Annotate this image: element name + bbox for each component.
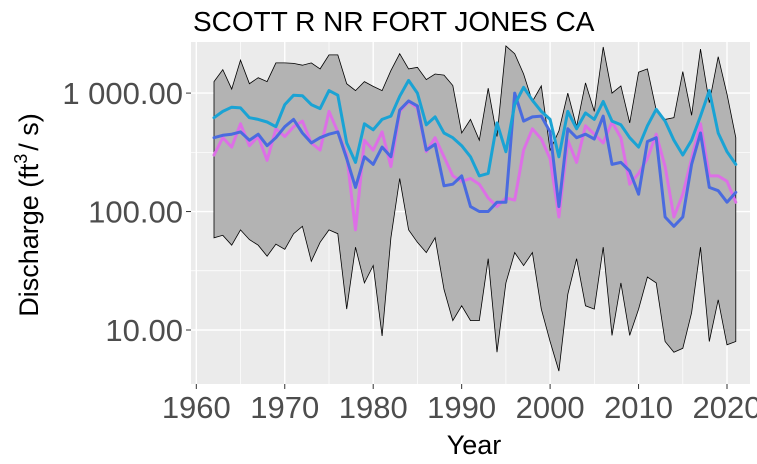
y-tick-label: 10.00 (105, 313, 183, 348)
y-axis-title-unit: / s) (14, 113, 44, 151)
y-tick-label: 1 000.00 (62, 76, 183, 111)
x-tick-label: 1960 (162, 390, 231, 425)
series-line-series_median (212, 91, 738, 228)
x-tick-label: 2010 (604, 390, 673, 425)
x-axis-title: Year (447, 430, 502, 460)
y-axis: 10.00 100.00 1 000.00 (62, 76, 191, 348)
series-line-series_mean (212, 78, 738, 178)
x-axis: 1960 1970 1980 1990 2000 2010 2020 (162, 384, 757, 425)
y-axis-title: Discharge (ft3 / s) (11, 113, 44, 317)
y-axis-title-superscript: 3 (11, 154, 31, 164)
x-tick-label: 1970 (250, 390, 319, 425)
series-line-series_other (212, 100, 738, 232)
chart-title: SCOTT R NR FORT JONES CA (193, 6, 595, 37)
x-tick-label: 2000 (516, 390, 585, 425)
x-tick-label: 1990 (427, 390, 496, 425)
y-axis-title-main: Discharge (ft (14, 163, 44, 317)
series-lines (212, 78, 738, 232)
y-tick-label: 100.00 (88, 195, 183, 230)
x-tick-label: 2020 (693, 390, 757, 425)
x-tick-label: 1980 (339, 390, 408, 425)
